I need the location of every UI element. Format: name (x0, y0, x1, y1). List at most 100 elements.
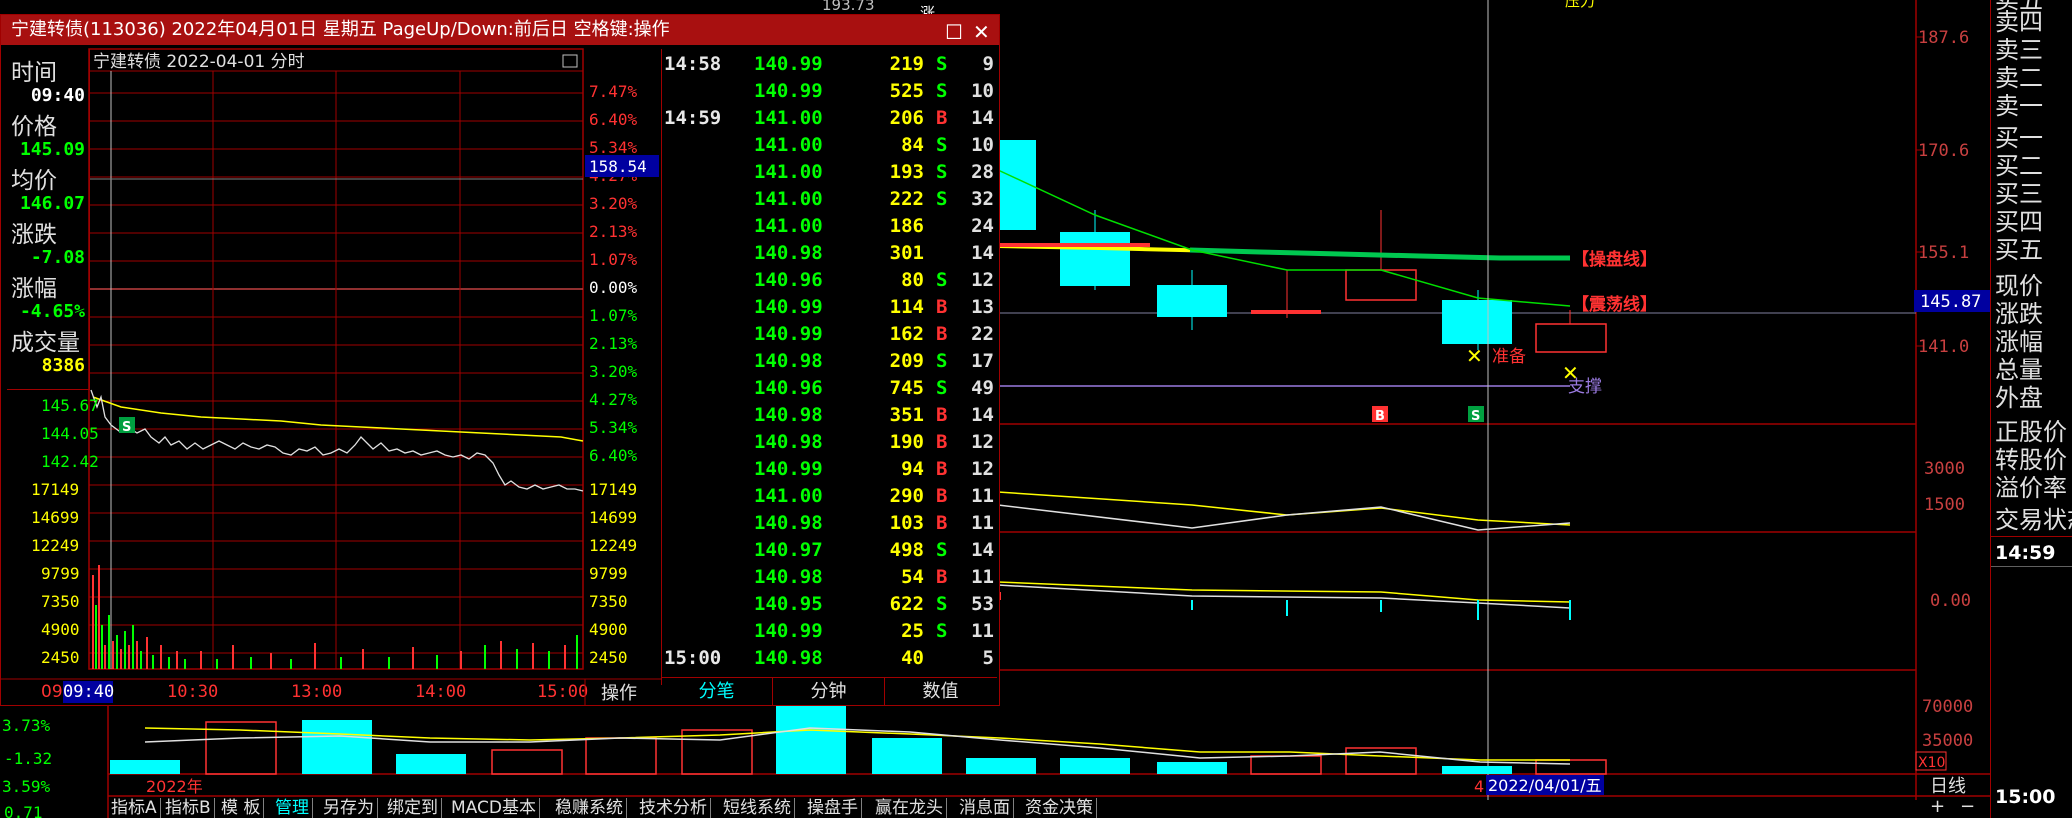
intraday-popup[interactable]: 宁建转债(113036) 2022年04月01日 星期五 PageUp/Down… (0, 14, 1000, 706)
volume-axis-tick-right: 9799 (589, 564, 628, 583)
info-value: 146.07 (20, 193, 85, 214)
tick-count: 49 (971, 377, 994, 399)
tick-row: 140.99 162 B 22 (662, 321, 998, 348)
price-axis-tick: 145.67 (41, 396, 99, 415)
tick-side: B (936, 323, 947, 345)
pct-axis-tick: 5.34% (589, 418, 638, 437)
tick-table[interactable]: 14:58 140.99 219 S 9 140.99 525 S 10 14:59 141.00 2… (661, 49, 998, 685)
toolbar-item-short-system[interactable]: 短线系统 (720, 798, 795, 818)
toolbar-item-win-leader[interactable]: 赢在龙头 (872, 798, 947, 818)
tick-row: 140.99 114 B 13 (662, 294, 998, 321)
tick-volume: 94 (901, 458, 924, 480)
zoom-in-button[interactable]: + (1930, 796, 1945, 817)
tick-volume: 290 (890, 485, 924, 507)
quote-label: 卖一 (1995, 92, 2043, 120)
toolbar-item-bind-to[interactable]: 绑定到 (384, 798, 442, 818)
toolbar-item-indicator-a[interactable]: 指标A (108, 798, 161, 818)
tab-ticks[interactable]: 分笔 (661, 678, 773, 706)
tab-minutes[interactable]: 分钟 (773, 678, 885, 706)
toolbar-item-macd-basic[interactable]: MACD基本 (448, 798, 540, 818)
quote-label: 卖三 (1995, 36, 2043, 64)
toolbar-item-indicator-b[interactable]: 指标B (162, 798, 215, 818)
tick-row: 141.00 193 S 28 (662, 159, 998, 186)
tick-row: 140.95 622 S 53 (662, 591, 998, 618)
tick-count: 10 (971, 80, 994, 102)
tick-price: 140.99 (754, 80, 823, 102)
tick-price: 140.98 (754, 647, 823, 669)
tick-side: B (936, 107, 947, 129)
tick-count: 12 (971, 458, 994, 480)
tick-volume: 745 (890, 377, 924, 399)
chart-settings-icon[interactable] (563, 55, 577, 67)
tick-volume: 25 (901, 620, 924, 642)
volume-tick: 35000 (1922, 731, 1973, 751)
tick-volume: 351 (890, 404, 924, 426)
tick-volume: 219 (890, 53, 924, 75)
tick-price: 141.00 (754, 161, 823, 183)
tick-count: 24 (971, 215, 994, 237)
quote-label: 买一 (1995, 124, 2043, 152)
current-price-badge-text: 145.87 (1920, 292, 1981, 312)
tick-count: 9 (983, 53, 994, 75)
toolbar-item-fund-decision[interactable]: 资金决策 (1022, 798, 1097, 818)
price-tick: 155.1 (1918, 243, 1969, 263)
candle (1536, 324, 1606, 352)
tick-price: 140.98 (754, 350, 823, 372)
quote-label: 买五 (1995, 236, 2043, 264)
volume-axis-tick: 14699 (31, 508, 79, 527)
tick-price: 141.00 (754, 215, 823, 237)
quote-label: 外盘 (1995, 384, 2043, 412)
tick-row: 140.97 498 S 14 (662, 537, 998, 564)
price-tick: 141.0 (1918, 337, 1969, 357)
toolbar-item-tech-analysis[interactable]: 技术分析 (636, 798, 711, 818)
info-column: 时间 09:40 价格 145.09 均价 146.07 涨跌 -7.08 涨幅… (7, 49, 90, 390)
volume-axis-tick-right: 2450 (589, 648, 628, 667)
tab-values[interactable]: 数值 (885, 678, 996, 706)
popup-titlebar[interactable]: 宁建转债(113036) 2022年04月01日 星期五 PageUp/Down… (1, 15, 999, 45)
toolbar-item-trader[interactable]: 操盘手 (804, 798, 862, 818)
tick-row: 15:00 140.98 40 5 (662, 645, 998, 672)
toolbar-item-save-as[interactable]: 另存为 (320, 798, 378, 818)
tick-volume: 193 (890, 161, 924, 183)
tick-row: 140.99 25 S 11 (662, 618, 998, 645)
tick-volume: 114 (890, 296, 924, 318)
tick-volume: 80 (901, 269, 924, 291)
quote-label: 涨跌 (1995, 300, 2043, 328)
quote-label: 转股价 (1995, 446, 2067, 474)
tick-volume: 103 (890, 512, 924, 534)
quote-label: 正股价 (1995, 418, 2067, 446)
maximize-icon[interactable]: ☐ (945, 17, 963, 47)
tick-price: 140.96 (754, 269, 823, 291)
volume-axis-tick-right: 7350 (589, 592, 628, 611)
volume-axis-tick: 17149 (31, 480, 79, 499)
tick-row: 140.99 525 S 10 (662, 78, 998, 105)
zoom-out-button[interactable]: − (1960, 796, 1975, 817)
quote-label: 交易状态 (1995, 506, 2072, 534)
close-icon[interactable]: ✕ (973, 17, 990, 47)
popup-title: 宁建转债(113036) 2022年04月01日 星期五 PageUp/Down… (11, 15, 670, 45)
mid-tick: 1500 (1924, 495, 1965, 515)
toolbar-item-template[interactable]: 模 板 (218, 798, 264, 818)
intraday-chart[interactable]: S (1, 45, 661, 705)
tick-side: S (936, 80, 947, 102)
info-value: 8386 (42, 355, 85, 376)
tick-price: 140.98 (754, 431, 823, 453)
quote-label: 涨幅 (1995, 328, 2043, 356)
toolbar-item-manage[interactable]: 管理 (272, 798, 313, 818)
tick-side: S (936, 53, 947, 75)
cursor-price: 158.54 (589, 157, 647, 176)
pct-axis-tick: 5.34% (589, 138, 638, 157)
quote-time: 15:00 (1995, 786, 2055, 808)
toolbar-item-steady-profit[interactable]: 稳赚系统 (552, 798, 627, 818)
top-right-text: 压力 (1565, 0, 1595, 10)
tick-price: 141.00 (754, 188, 823, 210)
operate-button[interactable]: 操作 (601, 683, 637, 704)
tick-count: 22 (971, 323, 994, 345)
toolbar-item-news[interactable]: 消息面 (956, 798, 1014, 818)
tick-side: B (936, 404, 947, 426)
volume-axis-tick-right: 12249 (589, 536, 637, 555)
tick-side: B (936, 566, 947, 588)
quote-label: 卖二 (1995, 64, 2043, 92)
operate-line-green (1190, 250, 1570, 258)
top-value: 193.73 (822, 0, 875, 14)
